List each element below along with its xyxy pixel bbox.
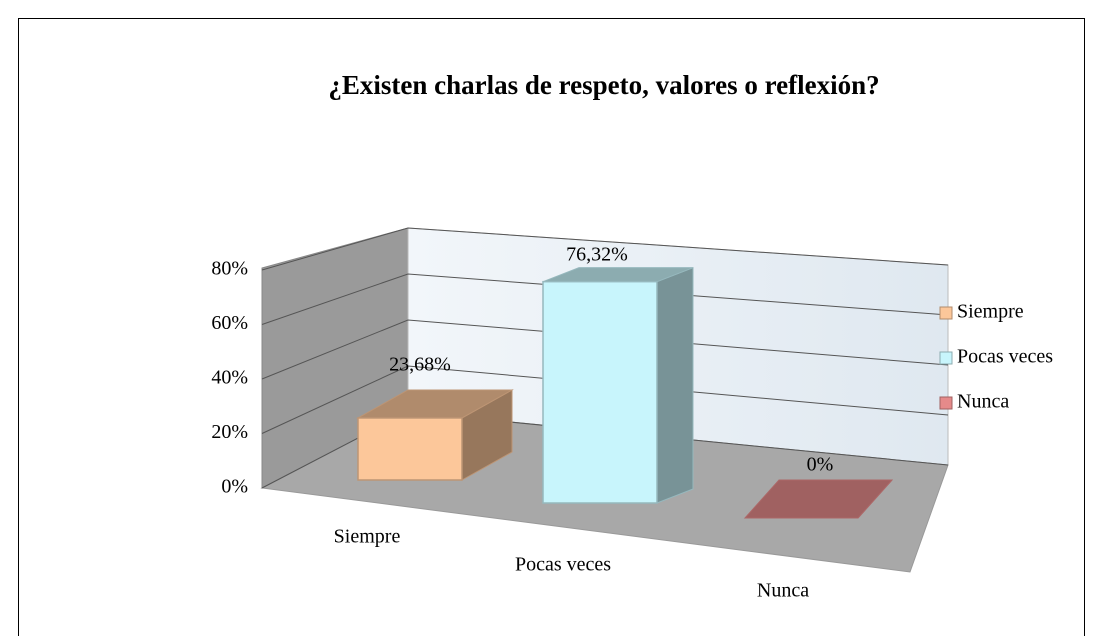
bar bbox=[542, 266, 694, 504]
value-label: 23,68% bbox=[389, 354, 451, 376]
bar-side bbox=[656, 266, 694, 504]
legend-label: Nunca bbox=[957, 391, 1009, 413]
y-tick-label: 60% bbox=[211, 312, 248, 334]
grid-line bbox=[261, 365, 949, 434]
bar-front bbox=[357, 417, 463, 481]
bar-top bbox=[743, 479, 894, 519]
x-tick-label: Nunca bbox=[757, 580, 809, 602]
legend-swatch bbox=[939, 396, 953, 410]
legend-swatch bbox=[939, 306, 953, 320]
chart-title: ¿Existen charlas de respeto, valores o r… bbox=[328, 70, 879, 100]
bar bbox=[356, 389, 514, 481]
value-label: 76,32% bbox=[566, 244, 628, 266]
y-tick-label: 0% bbox=[221, 476, 248, 498]
legend-swatch bbox=[939, 351, 953, 365]
x-tick-label: Pocas veces bbox=[515, 554, 611, 576]
x-tick-label: Siempre bbox=[334, 526, 401, 548]
grid-line bbox=[261, 319, 949, 380]
y-tick-label: 20% bbox=[211, 421, 248, 443]
grid-line bbox=[261, 273, 949, 325]
y-tick-label: 80% bbox=[211, 258, 248, 280]
legend-label: Pocas veces bbox=[957, 346, 1053, 368]
bar bbox=[743, 479, 894, 519]
grid-line bbox=[261, 227, 949, 271]
value-label: 0% bbox=[807, 454, 834, 476]
bar-front bbox=[542, 280, 658, 504]
y-tick-label: 40% bbox=[211, 367, 248, 389]
legend-label: Siempre bbox=[957, 301, 1024, 323]
